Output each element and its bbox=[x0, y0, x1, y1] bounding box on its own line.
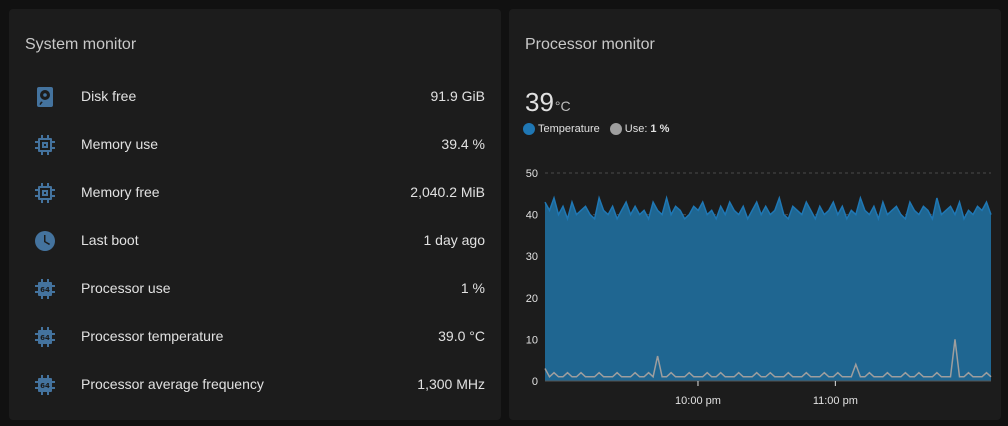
chart-legend: Temperature Use: 1 % bbox=[523, 123, 679, 135]
cpu-64-bit-icon: 64 bbox=[33, 325, 57, 349]
y-tick-label: 50 bbox=[526, 168, 538, 180]
entity-value: 1,300 MHz bbox=[417, 376, 485, 392]
x-tick-label: 11:00 pm bbox=[813, 395, 858, 407]
y-tick-label: 40 bbox=[526, 210, 538, 222]
cpu-64-bit-icon: 64 bbox=[33, 277, 57, 301]
y-tick-label: 20 bbox=[526, 293, 538, 305]
legend-item-temperature[interactable]: Temperature bbox=[523, 123, 600, 135]
use-line bbox=[544, 339, 992, 379]
clock-icon bbox=[33, 229, 57, 253]
entity-value: 39.0 °C bbox=[438, 328, 485, 344]
entity-label: Processor temperature bbox=[81, 328, 224, 344]
svg-text:64: 64 bbox=[40, 382, 50, 390]
entity-row-processor-temperature[interactable]: 64 Processor temperature 39.0 °C bbox=[9, 313, 501, 361]
entity-row-processor-average-frequency[interactable]: 64 Processor average frequency 1,300 MHz bbox=[9, 361, 501, 409]
memory-icon bbox=[33, 133, 57, 157]
harddisk-icon bbox=[33, 85, 57, 109]
legend-temperature-label: Temperature bbox=[538, 123, 600, 135]
entity-row-memory-free[interactable]: Memory free 2,040.2 MiB bbox=[9, 169, 501, 217]
legend-use-label: Use: bbox=[624, 123, 648, 135]
system-monitor-card: System monitor Disk free 91.9 GiB Memory… bbox=[9, 9, 501, 420]
entity-value: 1 day ago bbox=[423, 232, 486, 248]
svg-text:64: 64 bbox=[40, 286, 50, 294]
temperature-line bbox=[544, 195, 992, 222]
temperature-dot-icon bbox=[523, 123, 535, 135]
system-monitor-title: System monitor bbox=[25, 36, 137, 53]
entity-value: 39.4 % bbox=[441, 136, 485, 152]
legend-item-use[interactable]: Use: 1 % bbox=[609, 123, 670, 135]
entity-label: Memory free bbox=[81, 184, 160, 200]
y-tick-label: 30 bbox=[526, 251, 538, 263]
entity-row-memory-use[interactable]: Memory use 39.4 % bbox=[9, 121, 501, 169]
entity-label: Processor average frequency bbox=[81, 376, 264, 392]
x-tick-label: 10:00 pm bbox=[675, 395, 721, 407]
use-dot-icon bbox=[609, 123, 622, 135]
entity-label: Last boot bbox=[81, 232, 139, 248]
entity-row-processor-use[interactable]: 64 Processor use 1 % bbox=[9, 265, 501, 313]
entity-label: Disk free bbox=[81, 88, 137, 104]
entity-value: 1 % bbox=[460, 280, 485, 296]
temperature-value: 39 bbox=[525, 87, 554, 117]
processor-monitor-card: Processor monitor 39°C Temperature Use: 1… bbox=[509, 9, 1001, 420]
entity-row-disk-free[interactable]: Disk free 91.9 GiB bbox=[9, 73, 501, 121]
entity-row-last-boot[interactable]: Last boot 1 day ago bbox=[9, 217, 501, 265]
memory-icon bbox=[33, 181, 57, 205]
y-tick-label: 10 bbox=[526, 334, 538, 346]
entity-value: 91.9 GiB bbox=[430, 88, 485, 104]
entity-value: 2,040.2 MiB bbox=[410, 184, 485, 200]
entity-label: Processor use bbox=[81, 280, 171, 296]
legend-use-value: 1 % bbox=[650, 123, 670, 135]
entity-label: Memory use bbox=[81, 136, 159, 152]
y-tick-label: 0 bbox=[532, 376, 538, 388]
svg-text:64: 64 bbox=[40, 334, 50, 342]
cpu-64-bit-icon: 64 bbox=[33, 373, 57, 397]
temperature-unit: °C bbox=[554, 98, 571, 114]
current-temperature[interactable]: 39°C bbox=[525, 87, 571, 118]
processor-history-chart[interactable]: 0 10 20 30 40 50 10:00 pm 11:00 pm bbox=[509, 149, 1001, 419]
processor-monitor-title: Processor monitor bbox=[525, 36, 655, 53]
temperature-area bbox=[545, 198, 991, 381]
